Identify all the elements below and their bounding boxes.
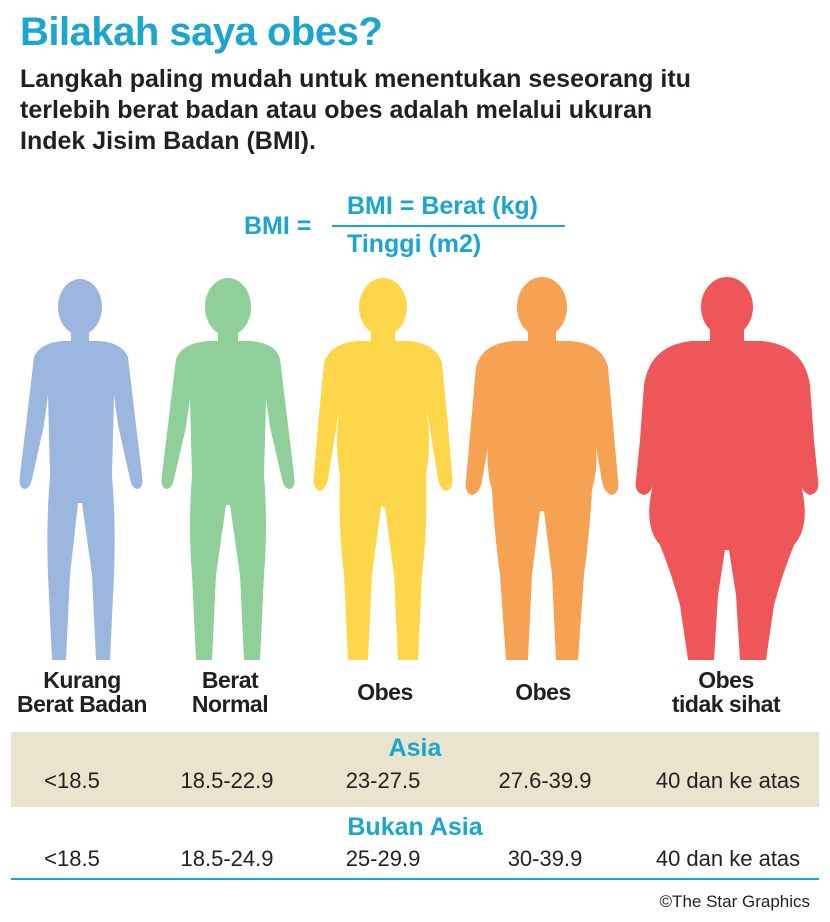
page-title: Bilakah saya obes?: [20, 10, 383, 54]
bmi-formula: BMI = BMI = Berat (kg) Tinggi (m2): [244, 192, 574, 262]
overweight-label-text: Obes: [357, 679, 413, 705]
formula-denominator: Tinggi (m2): [347, 230, 482, 258]
asia-row: <18.5 18.5-22.9 23-27.5 27.6-39.9 40 dan…: [0, 768, 830, 798]
category-label-normal: Berat Normal: [150, 668, 310, 716]
non-asia-row: <18.5 18.5-24.9 25-29.9 30-39.9 40 dan k…: [0, 846, 830, 876]
non-asia-value-normal: 18.5-24.9: [180, 846, 274, 871]
category-label-overweight: Obes: [305, 680, 465, 704]
asia-band: [11, 732, 819, 807]
category-label-obese: Obes: [463, 680, 623, 704]
credit-text: ©The Star Graphics: [659, 892, 810, 911]
underweight-label-text: Kurang Berat Badan: [17, 667, 147, 717]
obese-label-text: Obes: [515, 679, 571, 705]
intro-text: Langkah paling mudah untuk menentukan se…: [20, 65, 691, 155]
non-asia-value-overweight: 25-29.9: [345, 846, 421, 871]
asia-heading: Asia: [388, 734, 442, 762]
non-asia-value-severely-obese: 40 dan ke atas: [655, 846, 801, 871]
non-asia-heading: Bukan Asia: [347, 813, 483, 841]
bottom-divider: [11, 878, 819, 880]
non-asia-value-underweight: <18.5: [44, 846, 100, 871]
severely-obese-body-icon: [634, 275, 820, 670]
obese-body-icon: [462, 275, 622, 670]
asia-value-obese: 27.6-39.9: [498, 768, 592, 793]
formula-lhs: BMI =: [244, 212, 312, 240]
body-figures: [0, 275, 830, 670]
category-label-severely-obese: Obes tidak sihat: [636, 668, 816, 716]
asia-value-severely-obese: 40 dan ke atas: [655, 768, 801, 793]
overweight-body-icon: [308, 275, 458, 670]
normal-body-icon: [160, 275, 300, 670]
asia-value-overweight: 23-27.5: [345, 768, 421, 793]
category-label-underweight: Kurang Berat Badan: [2, 668, 162, 716]
fraction-bar: [332, 225, 565, 227]
asia-value-underweight: <18.5: [44, 768, 100, 793]
underweight-body-icon: [12, 275, 152, 670]
formula-numerator: BMI = Berat (kg): [347, 192, 539, 220]
asia-value-normal: 18.5-22.9: [180, 768, 274, 793]
normal-label-text: Berat Normal: [191, 667, 269, 717]
non-asia-value-obese: 30-39.9: [507, 846, 583, 871]
severely-obese-label-text: Obes tidak sihat: [671, 667, 781, 717]
